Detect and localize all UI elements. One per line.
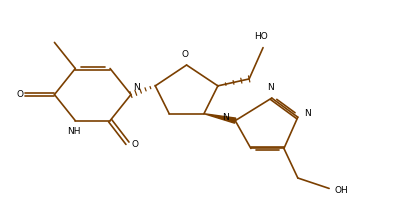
Text: N: N	[304, 109, 311, 118]
Text: N: N	[267, 83, 273, 92]
Polygon shape	[204, 114, 236, 123]
Text: NH: NH	[67, 127, 80, 136]
Text: HO: HO	[255, 32, 268, 41]
Text: OH: OH	[335, 186, 348, 195]
Text: N: N	[133, 83, 139, 92]
Text: O: O	[181, 50, 188, 59]
Text: O: O	[132, 140, 139, 150]
Text: O: O	[16, 90, 23, 99]
Text: N: N	[222, 113, 229, 122]
